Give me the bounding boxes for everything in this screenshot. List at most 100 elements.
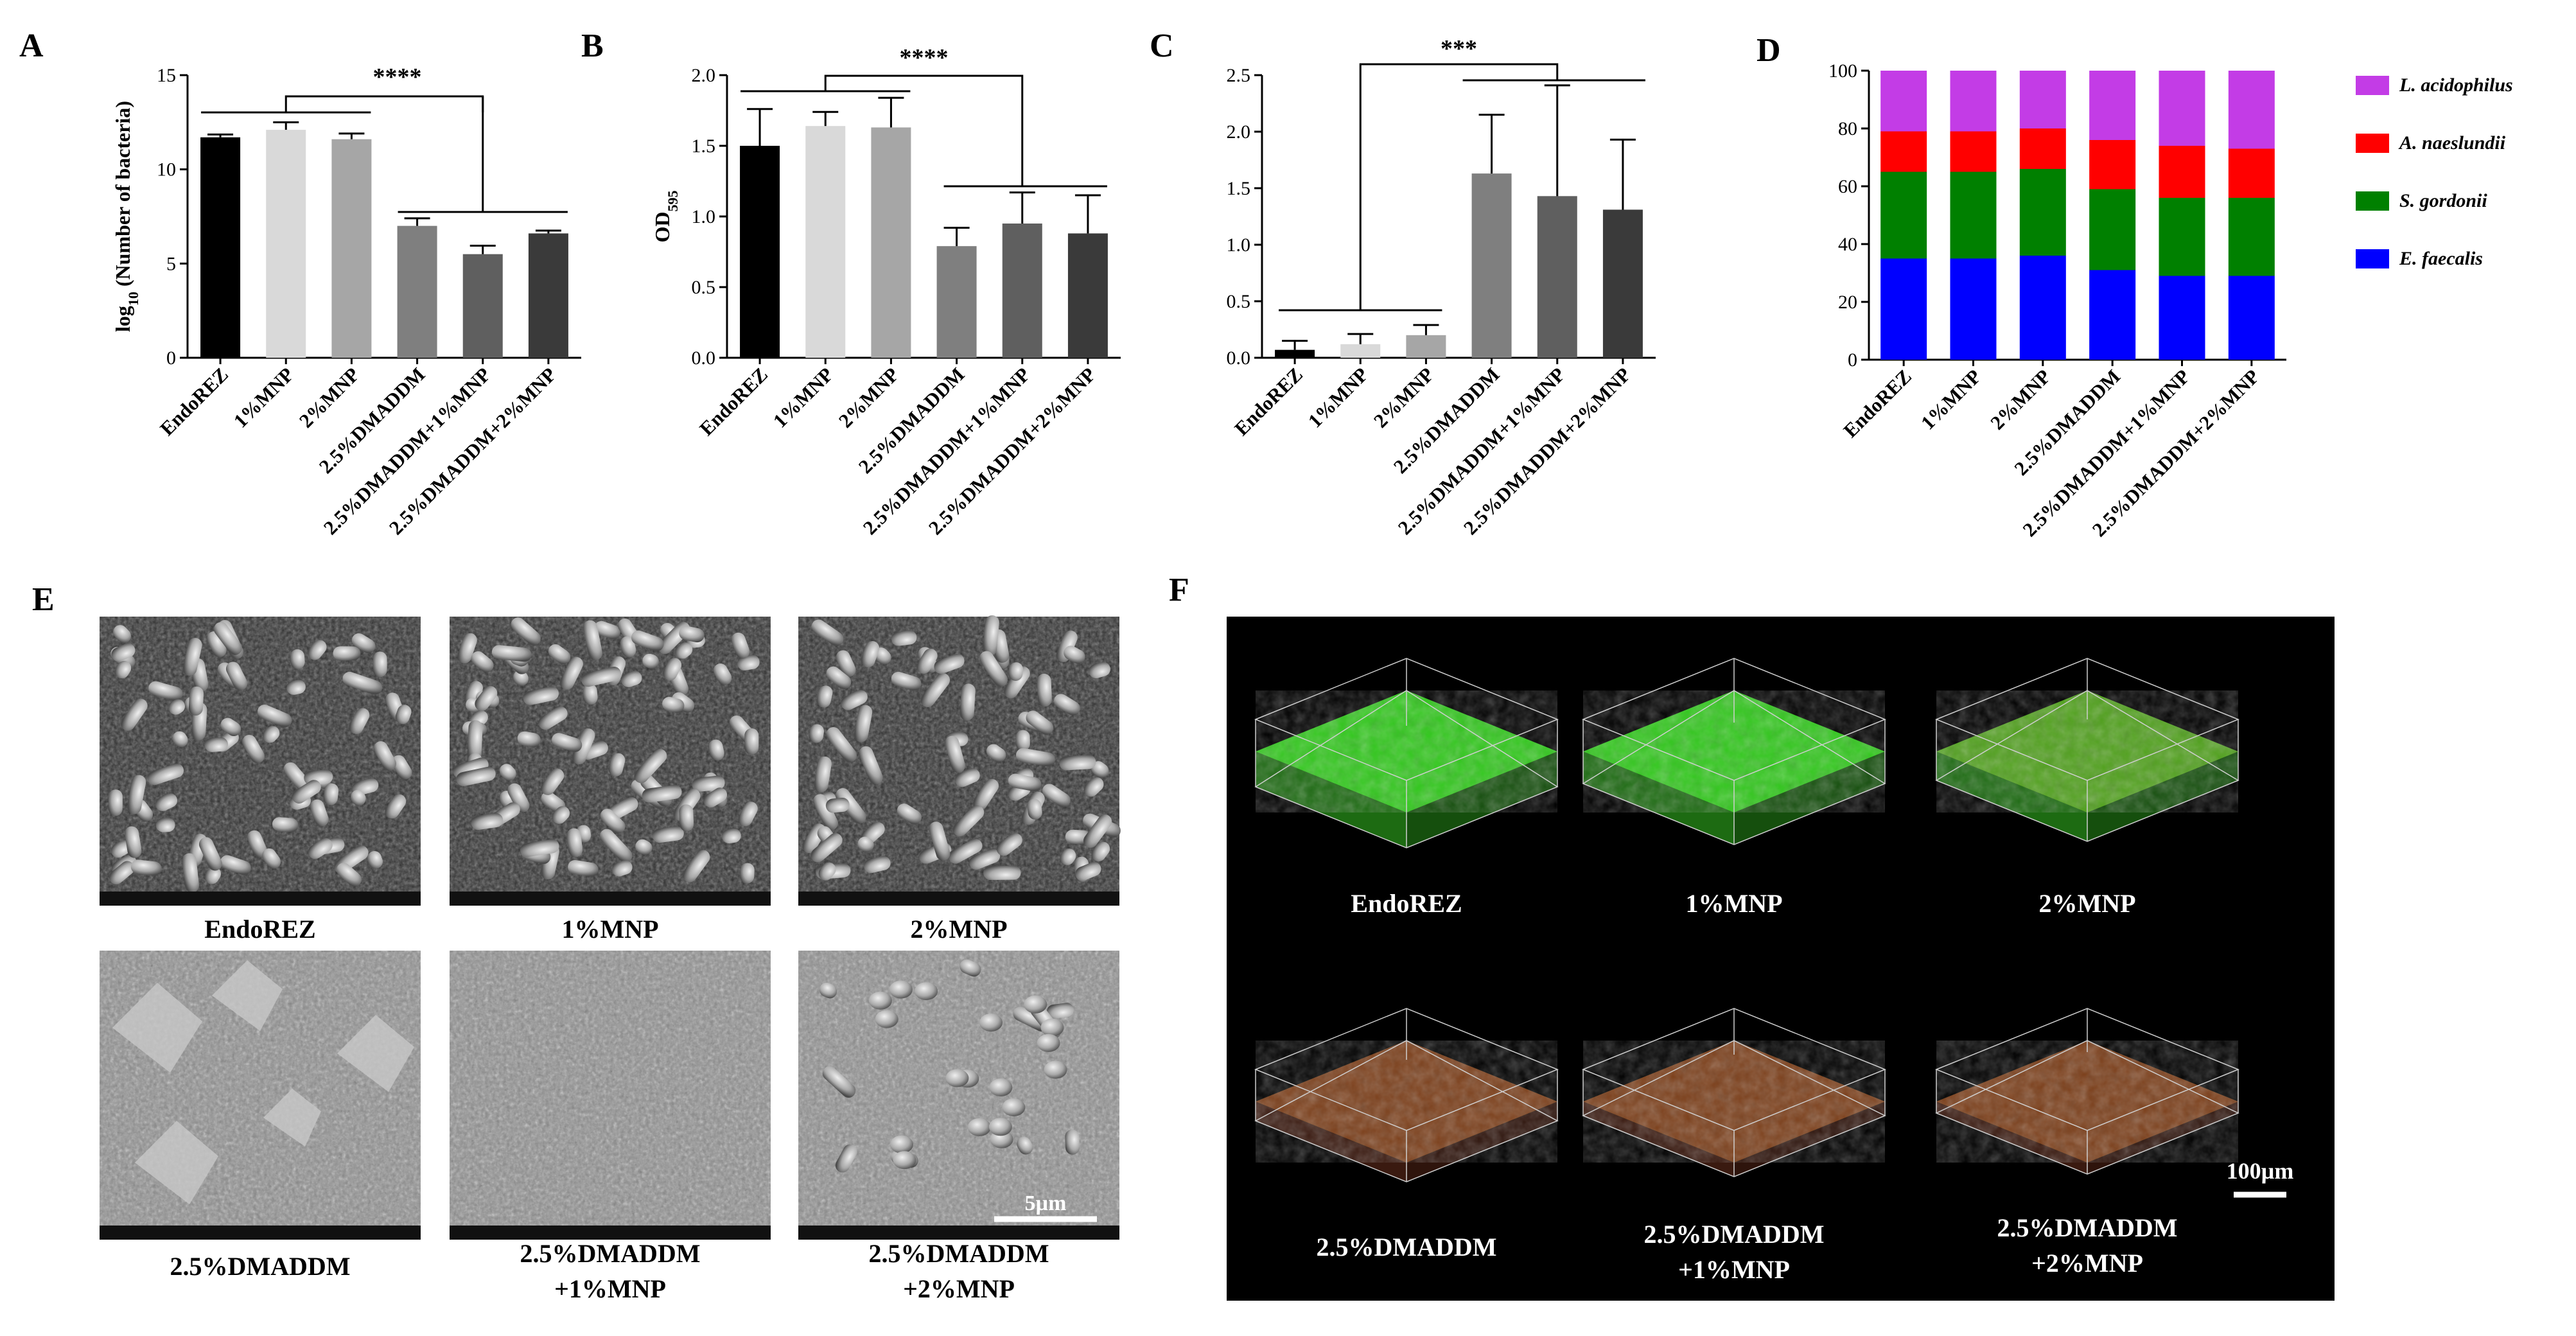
- y-tick-label: 0.5: [692, 277, 716, 298]
- clsm-panel: EndoREZ 1%MNP 2%MNP 2.5%DMADDM 2.5%DMADDM +1%…: [1227, 617, 2335, 1301]
- y-tick-label: 0: [1848, 349, 1857, 371]
- sem-scale-label: 5µm: [1025, 1191, 1067, 1215]
- significance-marker: ***: [1441, 35, 1477, 62]
- stacked-bar-segment: [1950, 171, 1997, 259]
- clsm-label: 2.5%DMADDM: [1997, 1213, 2177, 1242]
- stacked-bar-segment: [1880, 258, 1927, 360]
- sem-label: 2.5%DMADDM: [868, 1239, 1049, 1268]
- sem-label: +1%MNP: [554, 1274, 666, 1303]
- y-tick-label: 0: [166, 347, 176, 369]
- panel-letter-a: A: [19, 28, 44, 64]
- x-tick-label: 2%MNP: [295, 363, 364, 432]
- sem-label: +2%MNP: [903, 1274, 1015, 1303]
- y-tick-label: 0.0: [1227, 347, 1251, 369]
- panel-letter-f: F: [1169, 572, 1189, 608]
- stacked-bar-segment: [2019, 128, 2066, 169]
- stacked-bar-segment: [2019, 169, 2066, 256]
- stacked-bar-segment: [2228, 148, 2275, 198]
- clsm-image: [1934, 658, 2240, 842]
- bar: [266, 130, 306, 358]
- bar: [740, 146, 780, 358]
- x-tick-label: 1%MNP: [229, 363, 299, 432]
- y-axis-label: OD595: [651, 191, 681, 243]
- y-tick-label: 15: [157, 65, 176, 86]
- y-tick-label: 1.0: [692, 206, 716, 227]
- y-tick-label: 40: [1838, 234, 1857, 255]
- y-tick-label: 0.0: [692, 347, 716, 369]
- sem-image: [450, 951, 771, 1240]
- panel-letter-e: E: [32, 581, 55, 618]
- bar: [1067, 233, 1108, 358]
- bar: [1002, 224, 1042, 358]
- significance-marker: ****: [900, 44, 949, 71]
- clsm-label: 2.5%DMADDM: [1316, 1233, 1496, 1261]
- clsm-image: [1934, 1008, 2240, 1175]
- stacked-bar-segment: [1950, 258, 1997, 360]
- clsm-label: +2%MNP: [2031, 1249, 2143, 1278]
- legend-swatch: [2356, 249, 2389, 268]
- chart-a: 051015EndoREZ1%MNP2%MNP2.5%DMADDM2.5%DMA…: [111, 64, 581, 539]
- significance-marker: ****: [373, 64, 422, 91]
- x-tick-label: EndoREZ: [695, 363, 772, 440]
- bar: [1602, 209, 1643, 358]
- legend-swatch: [2356, 191, 2389, 211]
- y-tick-label: 80: [1838, 118, 1857, 139]
- y-axis-label: log10 (Number of bacteria): [111, 101, 141, 332]
- stacked-bar-segment: [2019, 256, 2066, 360]
- x-tick-label: 1%MNP: [1916, 365, 1986, 434]
- legend-label: E. faecalis: [2399, 248, 2483, 269]
- bar: [936, 246, 977, 358]
- significance-bracket: [824, 75, 1024, 186]
- stacked-bar-segment: [1950, 131, 1997, 172]
- sem-label: EndoREZ: [204, 915, 315, 944]
- sem-label: 1%MNP: [561, 915, 658, 944]
- y-tick-label: 1.5: [1227, 178, 1251, 199]
- bar: [528, 233, 568, 358]
- x-tick-label: 1%MNP: [769, 363, 838, 432]
- bar: [462, 254, 503, 358]
- x-tick-label: EndoREZ: [1230, 363, 1307, 440]
- clsm-image: [1254, 1008, 1559, 1182]
- stacked-bar-segment: [1880, 71, 1927, 132]
- significance-bracket: [285, 95, 484, 112]
- clsm-label: +1%MNP: [1678, 1255, 1790, 1284]
- y-tick-label: 100: [1828, 60, 1857, 82]
- sem-label: 2.5%DMADDM: [520, 1239, 700, 1268]
- stacked-bar-segment: [2159, 198, 2205, 276]
- sem-image: [798, 615, 1121, 906]
- y-tick-label: 5: [166, 253, 176, 274]
- clsm-image: [1581, 1008, 1887, 1177]
- legend-swatch: [2356, 134, 2389, 153]
- chart-b: 0.00.51.01.52.0EndoREZ1%MNP2%MNP2.5%DMAD…: [651, 44, 1121, 539]
- clsm-label: EndoREZ: [1351, 889, 1462, 918]
- clsm-label: 2.5%DMADDM: [1643, 1220, 1824, 1249]
- y-tick-label: 2.0: [1227, 121, 1251, 143]
- stacked-bar-segment: [2089, 140, 2136, 189]
- stacked-bar-segment: [2228, 276, 2275, 360]
- stacked-bar-segment: [2159, 71, 2205, 146]
- legend-label: A. naeslundii: [2398, 132, 2506, 154]
- clsm-label: 2%MNP: [2038, 889, 2135, 918]
- panel-letter-b: B: [581, 28, 604, 64]
- significance-bracket: [1359, 63, 1559, 310]
- bar: [397, 225, 437, 358]
- y-tick-label: 2.0: [692, 65, 716, 86]
- legend-label: L. acidophilus: [2399, 75, 2513, 96]
- sem-label: 2.5%DMADDM: [170, 1252, 350, 1281]
- x-tick-label: 2%MNP: [834, 363, 904, 432]
- bar: [1340, 344, 1381, 358]
- stacked-bar-segment: [2159, 276, 2205, 360]
- x-tick-label: EndoREZ: [155, 363, 232, 440]
- bar: [805, 126, 846, 358]
- sem-image: [100, 617, 421, 906]
- stacked-bar-segment: [2019, 71, 2066, 128]
- clsm-scale-label: 100µm: [2227, 1158, 2294, 1184]
- sem-label: 2%MNP: [910, 915, 1007, 944]
- bar: [1537, 196, 1577, 358]
- x-tick-label: 2%MNP: [1986, 365, 2055, 434]
- bar: [331, 139, 372, 358]
- y-tick-label: 1.0: [1227, 234, 1251, 256]
- clsm-label: 1%MNP: [1685, 889, 1782, 918]
